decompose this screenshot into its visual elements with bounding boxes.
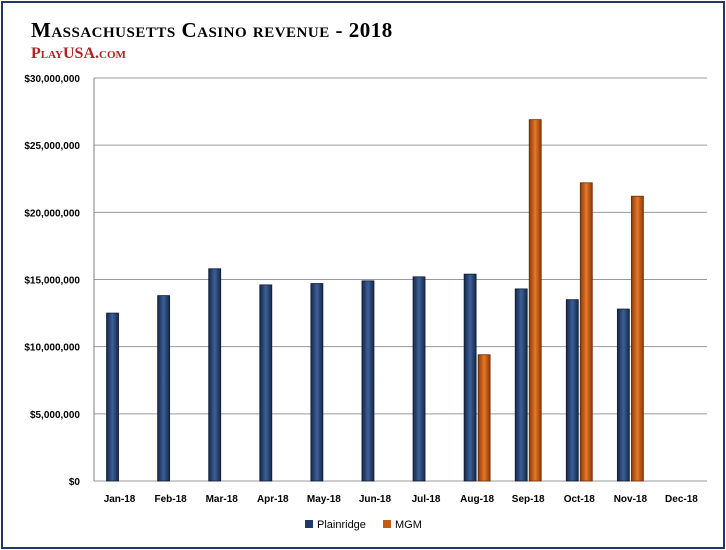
x-axis-ticks: Jan-18 Feb-18 Mar-18 Apr-18 May-18 Jun-18 Jul-… [104, 494, 699, 505]
x-tick-label: Nov-18 [614, 494, 648, 505]
x-tick-label: Mar-18 [206, 494, 239, 505]
y-tick-label: $15,000,000 [24, 276, 80, 287]
x-tick-label: Dec-18 [665, 494, 698, 505]
legend-label-plainridge: Plainridge [317, 519, 366, 531]
legend-swatch-mgm [383, 520, 391, 528]
chart-title: Massachusetts Casino revenue - 2018 [31, 18, 393, 42]
brand-label: PlayUSA.com [31, 45, 126, 62]
bar-plainridge-aug-18 [463, 273, 477, 482]
bar-plainridge-apr-18 [259, 284, 273, 482]
x-tick-label: Jul-18 [412, 494, 441, 505]
y-tick-label: $10,000,000 [24, 343, 80, 354]
bar-plainridge-jun-18 [361, 280, 375, 482]
bar-plainridge-may-18 [310, 283, 324, 482]
x-tick-label: Feb-18 [155, 494, 188, 505]
y-tick-label: $20,000,000 [24, 208, 80, 219]
x-tick-label: Oct-18 [564, 494, 596, 505]
bar-mgm-oct-18 [579, 182, 593, 482]
x-tick-label: Aug-18 [460, 494, 494, 505]
y-tick-label: $0 [69, 477, 81, 488]
bar-plainridge-feb-18 [157, 295, 171, 482]
legend-label-mgm: MGM [395, 519, 422, 531]
legend-swatch-plainridge [305, 520, 313, 528]
bar-mgm-sep-18 [528, 119, 542, 482]
bar-mgm-aug-18 [477, 354, 491, 482]
x-tick-label: Apr-18 [257, 494, 289, 505]
x-tick-label: May-18 [307, 494, 341, 505]
bar-plainridge-mar-18 [208, 268, 222, 482]
bar-plainridge-jan-18 [106, 312, 119, 482]
bar-plainridge-sep-18 [514, 288, 528, 482]
y-tick-label: $5,000,000 [30, 410, 80, 421]
y-tick-label: $25,000,000 [24, 141, 80, 152]
y-tick-label: $30,000,000 [24, 74, 80, 85]
x-tick-label: Jan-18 [104, 494, 136, 505]
legend: Plainridge MGM [305, 519, 422, 531]
bar-plainridge-oct-18 [565, 299, 579, 482]
x-tick-label: Sep-18 [512, 494, 545, 505]
bar-plainridge-nov-18 [616, 308, 630, 482]
bar-plainridge-jul-18 [412, 276, 426, 482]
x-tick-label: Jun-18 [359, 494, 392, 505]
gridlines [93, 77, 707, 482]
bar-mgm-nov-18 [630, 195, 644, 482]
y-axis-ticks: $0 $5,000,000 $10,000,000 $15,000,000 $20,00… [24, 74, 80, 488]
bars [106, 119, 644, 482]
